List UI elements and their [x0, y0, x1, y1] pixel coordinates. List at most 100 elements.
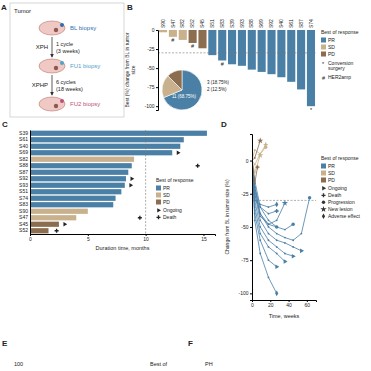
x-axis-tick: 5 [87, 234, 90, 242]
bar [159, 30, 167, 32]
point [254, 164, 256, 166]
y-axis-tick-label: S90 [19, 208, 28, 214]
end-marker [275, 291, 278, 297]
x-axis-tick-label: 10 [143, 236, 149, 242]
category-label: S82 [179, 19, 185, 28]
bar [169, 30, 177, 37]
bar [30, 157, 134, 162]
bar-symbol: # [191, 43, 195, 49]
legend-marker [156, 215, 160, 219]
point [276, 239, 278, 241]
end-marker [255, 165, 259, 169]
y-axis-tick-label: 0 [152, 27, 155, 33]
stomach [39, 59, 65, 73]
legend-swatch [156, 200, 161, 205]
point [284, 253, 286, 255]
end-marker [282, 200, 288, 206]
y-axis-tick-label: -50 [241, 224, 248, 230]
point [254, 157, 256, 159]
category-label: S92 [268, 19, 274, 28]
point [268, 259, 270, 261]
duration: (3 weeks) [56, 48, 80, 54]
legend-label: PD [163, 199, 170, 205]
bar [248, 30, 256, 70]
point [268, 277, 270, 279]
bar [30, 183, 125, 188]
text: PH [205, 361, 213, 367]
bar [238, 30, 246, 66]
y-axis-tick: S74 [19, 195, 28, 201]
y-axis-tick: S52 [19, 227, 28, 233]
x-axis-tick-label: 20 [268, 302, 274, 308]
y-axis-tick: -75 [147, 84, 158, 90]
event-marker [177, 151, 181, 155]
legend-label: Ongoing [328, 185, 347, 191]
legend-label: Death [163, 214, 177, 220]
y-axis-tick-label: 0 [246, 158, 249, 164]
bar [30, 144, 180, 149]
legend-marker [322, 214, 325, 220]
end-marker [275, 202, 278, 208]
point [276, 253, 278, 255]
point [276, 233, 278, 235]
point [254, 182, 256, 184]
reference-line [252, 200, 316, 201]
point [276, 226, 278, 228]
point [284, 229, 286, 231]
x-axis-tick: 0 [29, 234, 32, 242]
series-line [252, 161, 277, 207]
panel-letter: F [188, 339, 193, 348]
arrow [52, 37, 53, 57]
category-label: S87 [298, 19, 304, 28]
bars [30, 130, 207, 234]
point [276, 219, 278, 221]
y-axis-tick-label: -75 [147, 84, 154, 90]
y-axis-tick-label: S83 [19, 201, 28, 207]
panel-letter: A [1, 3, 7, 12]
legend-title: Best of [150, 361, 168, 367]
y-axis-tick-label: S88 [19, 162, 28, 168]
point [268, 219, 270, 221]
y-axis-tick-label: S40 [19, 143, 28, 149]
x-axis: 051015 [29, 234, 215, 242]
legend-label: Progression [328, 199, 355, 205]
series-line [252, 161, 285, 225]
biopsy-dot [60, 99, 64, 103]
category-label: S61 [288, 19, 294, 28]
bar [30, 209, 88, 214]
axis-title: Change from BL in tumor size (%) [224, 179, 230, 254]
y-axis-tick: S45 [19, 221, 28, 227]
bar [208, 30, 216, 55]
diagram: TumorBL biopsyFU1 biopsyFU2 biopsyXPH1 c… [10, 3, 124, 117]
legend-label: SD [163, 192, 170, 198]
end-marker [275, 209, 279, 213]
category-label: S69 [258, 19, 264, 28]
y-axis-tick: S90 [19, 208, 28, 214]
y-axis-line [30, 131, 31, 235]
y-axis: S39S61S40S69S82S88S87S92S93S51S74S83S90S… [19, 130, 30, 235]
category-label: S51 [209, 19, 215, 28]
y-axis-tick-mark [156, 106, 158, 107]
y-axis-tick-mark [156, 68, 158, 69]
x-axis-tick-label: 40 [286, 302, 292, 308]
x-axis-line [31, 235, 216, 237]
x-axis-tick-label: 60 [305, 302, 311, 308]
category-label: S88 [248, 19, 254, 28]
tick-label: 100 [14, 361, 23, 367]
bar [258, 30, 266, 72]
panel-letter: B [127, 3, 133, 12]
legend-marker [322, 201, 325, 204]
bar [198, 30, 206, 48]
point [265, 146, 267, 148]
end-marker [308, 196, 311, 199]
bars [158, 30, 316, 106]
x-axis-tick: 0 [251, 300, 254, 308]
legend-label: Conversionsurgery [328, 60, 354, 72]
legend-label: SD [328, 170, 335, 176]
y-axis-tick: S39 [19, 130, 28, 136]
biopsy-label: FU2 biopsy [70, 101, 100, 107]
bar [307, 30, 315, 106]
series-line [252, 161, 293, 230]
y-axis-tick: -25 [241, 191, 252, 197]
legend-swatch [156, 193, 161, 198]
